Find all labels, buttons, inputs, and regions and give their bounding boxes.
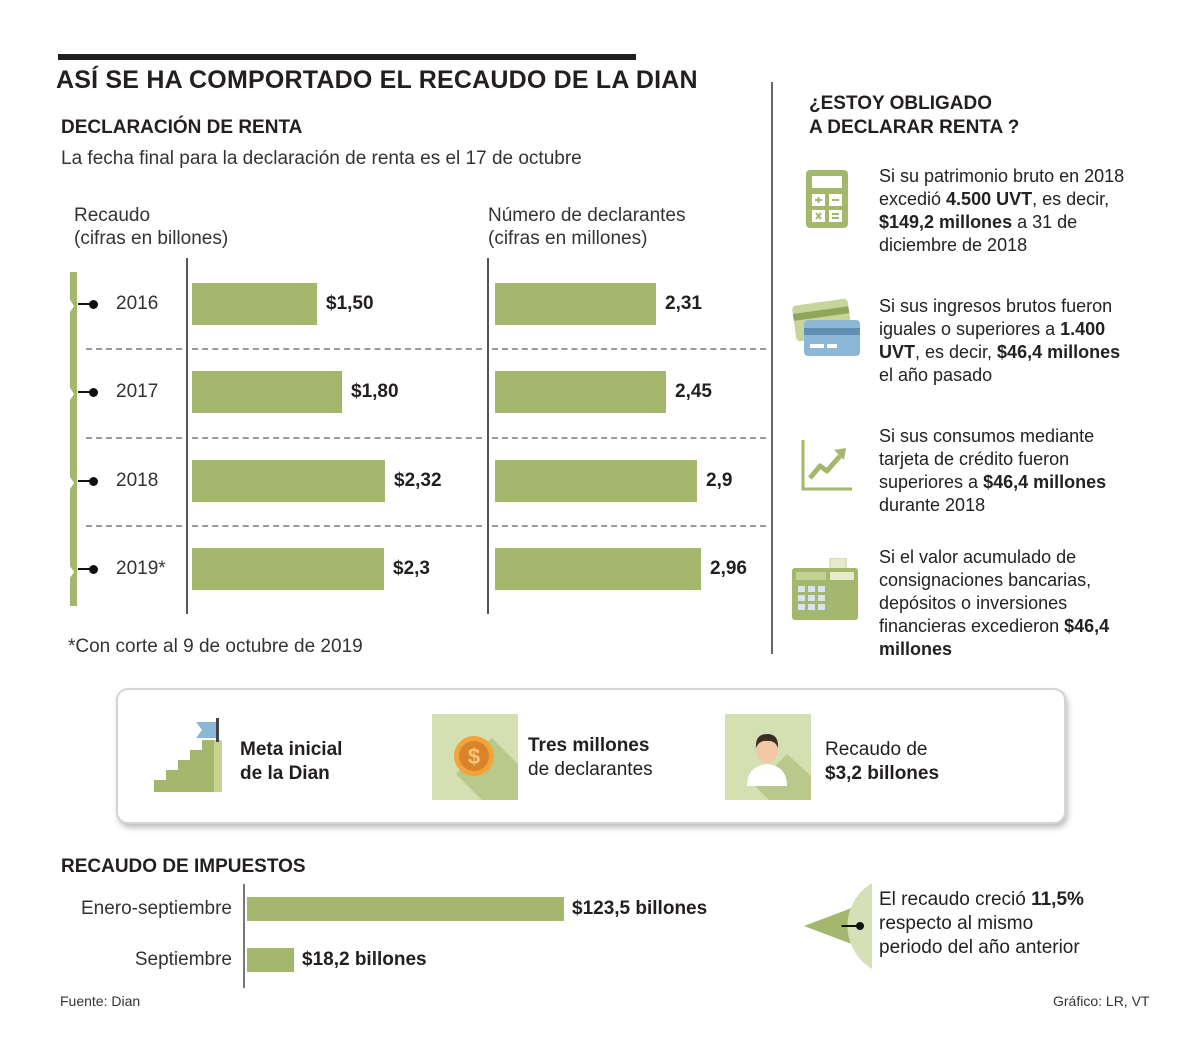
declarantes-bar	[495, 283, 656, 325]
taxes-category-label: Enero-septiembre	[80, 898, 232, 919]
timeline-connector	[78, 391, 92, 393]
declarantes-header: Número de declarantes (cifras en millone…	[488, 204, 686, 250]
row-separator	[492, 437, 766, 439]
svg-text:$: $	[468, 744, 480, 769]
declarantes-header-title: Número de declarantes	[488, 205, 686, 226]
growth-pie-chart	[804, 883, 872, 969]
pie-leader-dot	[856, 922, 864, 930]
growth-chart-icon	[801, 440, 852, 491]
recaudo-header-title: Recaudo	[74, 205, 151, 226]
taxes-bar	[247, 897, 564, 921]
row-separator	[192, 437, 482, 439]
row-separator	[492, 525, 766, 527]
sidebar-title-line2: A DECLARAR RENTA ?	[809, 117, 1020, 138]
credit-note: Gráfico: LR, VT	[1053, 993, 1150, 1009]
requirement-ingresos: Si sus ingresos brutos fueron iguales o …	[879, 296, 1121, 385]
recaudo-value-label: $1,50	[326, 293, 374, 314]
declarantes-value-label: 2,96	[710, 558, 747, 579]
taxes-value-label: $18,2 billones	[302, 949, 427, 970]
goal-recaudo-line2: $3,2 billones	[825, 763, 940, 784]
title-rule	[58, 54, 636, 60]
pie-slice-crecimiento	[804, 908, 851, 944]
goal-recaudo-label: Recaudo de $3,2 billones	[825, 738, 939, 786]
page-title: ASÍ SE HA COMPORTADO EL RECAUDO DE LA DI…	[56, 66, 698, 94]
goal-declarantes-label: Tres millones de declarantes	[528, 734, 653, 782]
row-separator	[192, 525, 482, 527]
year-label: 2019*	[116, 558, 166, 579]
coin-icon: $	[454, 736, 518, 800]
declarantes-value-label: 2,31	[665, 293, 702, 314]
footnote: *Con corte al 9 de octubre de 2019	[68, 636, 363, 657]
taxes-category-label: Septiembre	[134, 949, 232, 970]
recaudo-header: Recaudo (cifras en billones)	[74, 204, 228, 250]
goal-recaudo-line1: Recaudo de	[825, 739, 928, 760]
credit-card-icon	[792, 298, 860, 356]
row-separator	[192, 348, 482, 350]
subtitle: La fecha final para la declaración de re…	[61, 148, 582, 169]
declarantes-axis	[487, 258, 489, 614]
timeline-dot	[89, 299, 98, 309]
taxes-axis	[243, 884, 245, 988]
calculator-icon	[806, 170, 848, 228]
taxes-value-label: $123,5 billones	[572, 898, 708, 919]
row-separator	[86, 348, 182, 350]
recaudo-bar	[192, 460, 385, 502]
row-separator	[86, 437, 182, 439]
timeline-connector	[78, 480, 92, 482]
recaudo-bar	[192, 283, 317, 325]
requirement-consumos: Si sus consumos mediante tarjeta de créd…	[879, 426, 1107, 515]
goal-meta-line1: Meta inicial	[240, 739, 343, 760]
cash-register-icon	[792, 558, 858, 620]
declarantes-header-unit: (cifras en millones)	[488, 228, 648, 249]
timeline-dot	[89, 476, 98, 486]
recaudo-header-unit: (cifras en billones)	[74, 228, 229, 249]
row-separator	[86, 525, 182, 527]
recaudo-value-label: $1,80	[351, 381, 399, 402]
coin-tile: $	[432, 714, 518, 800]
declarantes-bar	[495, 460, 697, 502]
stairs-flag-icon	[154, 718, 222, 792]
taxes-bar	[247, 948, 294, 972]
declarantes-bar	[495, 371, 666, 413]
timeline-connector	[78, 568, 92, 570]
pie-caption: El recaudo creció 11,5% respecto al mism…	[879, 889, 1084, 958]
person-tile	[725, 714, 811, 800]
sidebar-title-line1: ¿ESTOY OBLIGADO	[809, 93, 992, 114]
declarantes-value-label: 2,45	[675, 381, 712, 402]
declarantes-value-label: 2,9	[706, 470, 733, 491]
year-label: 2018	[116, 470, 159, 491]
recaudo-value-label: $2,3	[393, 558, 430, 579]
requirement-consignaciones: Si el valor acumulado de consignaciones …	[879, 547, 1110, 659]
recaudo-value-label: $2,32	[394, 470, 442, 491]
sidebar-title: ¿ESTOY OBLIGADO A DECLARAR RENTA ?	[809, 92, 1019, 140]
recaudo-bar	[192, 548, 384, 590]
goal-declarantes-line1: Tres millones	[528, 735, 650, 756]
recaudo-axis	[186, 258, 188, 614]
person-icon	[747, 734, 811, 800]
year-label: 2017	[116, 381, 159, 402]
row-separator	[492, 348, 766, 350]
recaudo-bar	[192, 371, 342, 413]
timeline-ribbon	[70, 272, 77, 606]
goals-panel	[116, 688, 1066, 824]
sidebar-divider	[771, 82, 773, 654]
requirement-patrimonio: Si su patrimonio bruto en 2018 excedió 4…	[879, 166, 1125, 255]
goal-meta-label: Meta inicial de la Dian	[240, 738, 342, 786]
goal-declarantes-line2: de declarantes	[528, 759, 653, 780]
source-note: Fuente: Dian	[60, 993, 141, 1009]
timeline-connector	[78, 303, 92, 305]
year-label: 2016	[116, 293, 159, 314]
timeline-dot	[89, 387, 98, 397]
timeline-dot	[89, 564, 98, 574]
goal-meta-line2: de la Dian	[240, 763, 330, 784]
taxes-title: RECAUDO DE IMPUESTOS	[61, 856, 306, 877]
section-title-renta: DECLARACIÓN DE RENTA	[61, 117, 303, 138]
declarantes-bar	[495, 548, 701, 590]
